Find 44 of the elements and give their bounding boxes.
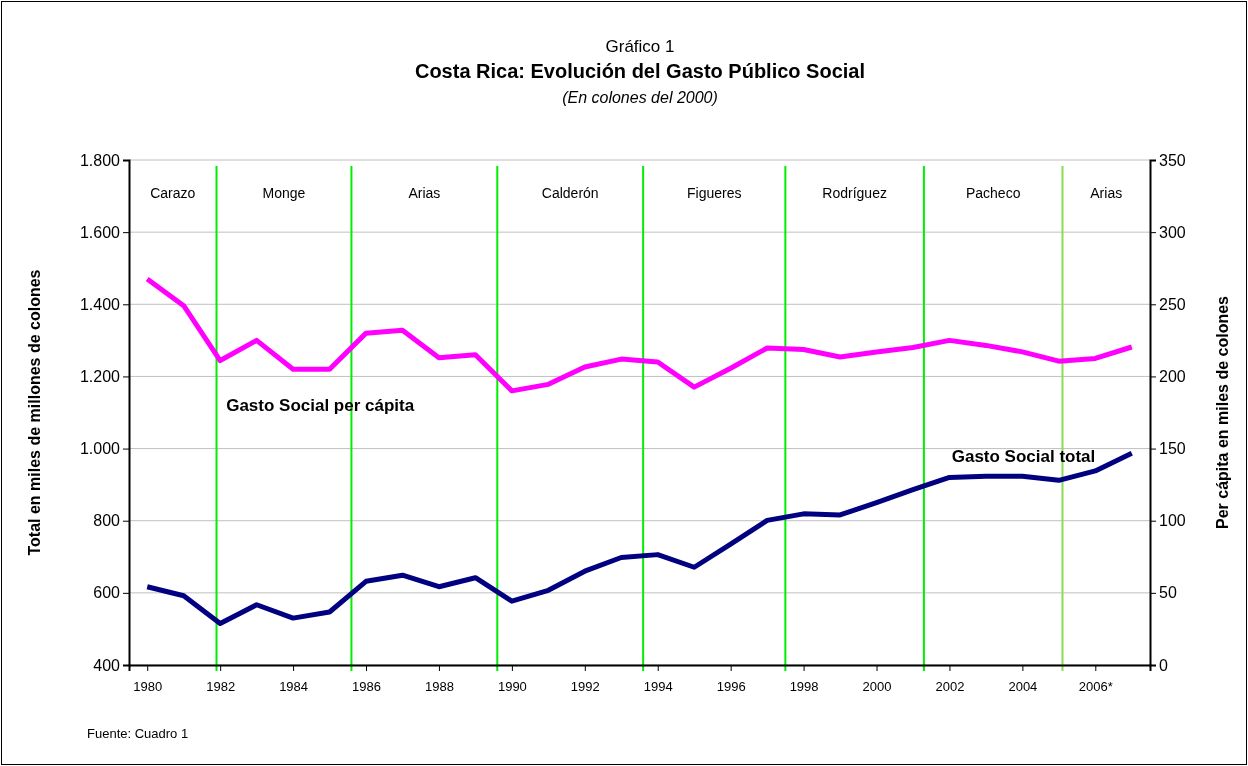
chart-subtitle: (En colones del 2000) xyxy=(562,89,718,106)
y2-tick-label: 100 xyxy=(1159,512,1186,530)
y2-tick-label: 350 xyxy=(1159,151,1186,169)
chart-title: Costa Rica: Evolución del Gasto Público Social xyxy=(414,60,866,82)
x-tick-label: 2006* xyxy=(1078,678,1113,694)
x-tick-label: 1998 xyxy=(789,678,819,694)
x-tick-label: 1990 xyxy=(497,678,527,694)
x-tick-label: 1994 xyxy=(643,678,673,694)
y2-tick-label: 50 xyxy=(1159,584,1177,602)
y2-tick-label: 150 xyxy=(1159,440,1186,458)
y-tick-label: 1.800 xyxy=(79,151,121,169)
x-tick-label: 1984 xyxy=(279,678,309,694)
y-tick-label: 800 xyxy=(93,512,121,530)
y-tick-label: 1.400 xyxy=(79,295,121,313)
annotation: Pacheco xyxy=(965,184,1021,201)
x-tick-label: 1996 xyxy=(716,678,746,694)
y-tick-label: 1.000 xyxy=(79,440,121,458)
annotation: Arias xyxy=(1090,184,1123,201)
annotation: Rodríguez xyxy=(822,184,887,201)
y-tick-label: 1.600 xyxy=(79,223,121,241)
text: Gráfico 1 xyxy=(605,37,675,56)
x-tick-label: 1986 xyxy=(352,678,381,694)
x-tick-label: 1980 xyxy=(133,678,163,694)
annotation: Figueres xyxy=(687,184,742,201)
x-tick-label: 1982 xyxy=(206,678,236,694)
annotation: Arias xyxy=(408,184,441,201)
y2-tick-label: 0 xyxy=(1159,656,1168,674)
annotation: Monge xyxy=(262,184,306,201)
source-note: Fuente: Cuadro 1 xyxy=(87,726,189,741)
x-tick-label: 1988 xyxy=(424,678,454,694)
y-tick-label: 400 xyxy=(93,656,121,674)
x-tick-label: 2002 xyxy=(935,678,965,694)
x-tick-label: 2004 xyxy=(1008,678,1038,694)
y-tick-label: 1.200 xyxy=(79,368,121,386)
y-axis-title: Total en miles de millones de colones xyxy=(26,269,43,556)
annotation: Carazo xyxy=(150,184,196,201)
y2-tick-label: 250 xyxy=(1159,295,1186,313)
y2-tick-label: 200 xyxy=(1159,368,1186,386)
annotation: Calderón xyxy=(541,184,599,201)
y-tick-label: 600 xyxy=(93,584,121,602)
x-tick-label: 2000 xyxy=(862,678,892,694)
y2-tick-label: 300 xyxy=(1159,223,1186,241)
x-tick-label: 1992 xyxy=(570,678,600,694)
y2-axis-title: Per cápita en miles de colones xyxy=(1214,295,1231,529)
